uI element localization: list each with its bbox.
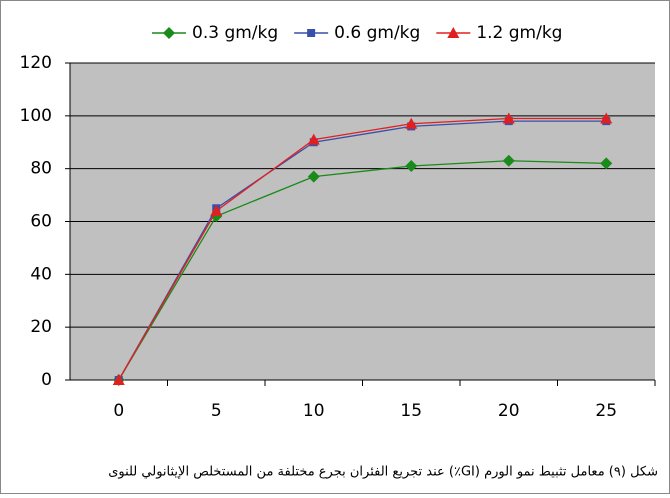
point xyxy=(307,133,320,145)
point xyxy=(112,374,125,385)
x-tick-label: 20 xyxy=(498,401,520,421)
legend-marker xyxy=(163,27,175,39)
legend-label: 1.2 gm/kg xyxy=(476,23,562,43)
point xyxy=(210,204,223,216)
point xyxy=(502,112,515,124)
legend-marker xyxy=(447,27,460,38)
y-tick-label: 80 xyxy=(30,159,52,179)
y-tick-label: 0 xyxy=(41,370,52,390)
y-tick-label: 120 xyxy=(20,53,52,73)
y-tick-label: 40 xyxy=(30,264,52,284)
point xyxy=(405,117,418,129)
x-tick-label: 5 xyxy=(211,401,222,421)
legend-label: 0.6 gm/kg xyxy=(334,23,420,43)
legend-marker xyxy=(307,29,316,37)
y-tick-label: 100 xyxy=(20,106,52,126)
point xyxy=(502,154,515,167)
series-line xyxy=(118,120,607,381)
x-tick-label: 15 xyxy=(400,401,422,421)
legend-label: 0.3 gm/kg xyxy=(192,23,278,43)
x-tick-label: 25 xyxy=(595,401,617,421)
caption: شكل (٩) معامل تثبيط نمو الورم (GI٪) عند … xyxy=(108,465,658,480)
point xyxy=(600,157,613,170)
y-tick-label: 20 xyxy=(30,317,52,337)
x-tick-label: 10 xyxy=(303,401,325,421)
point xyxy=(307,170,320,183)
series-line xyxy=(118,117,607,381)
series-line xyxy=(118,160,607,381)
x-tick-label: 0 xyxy=(113,401,124,421)
point xyxy=(405,160,418,173)
point xyxy=(600,112,613,124)
y-tick-label: 60 xyxy=(30,212,52,232)
